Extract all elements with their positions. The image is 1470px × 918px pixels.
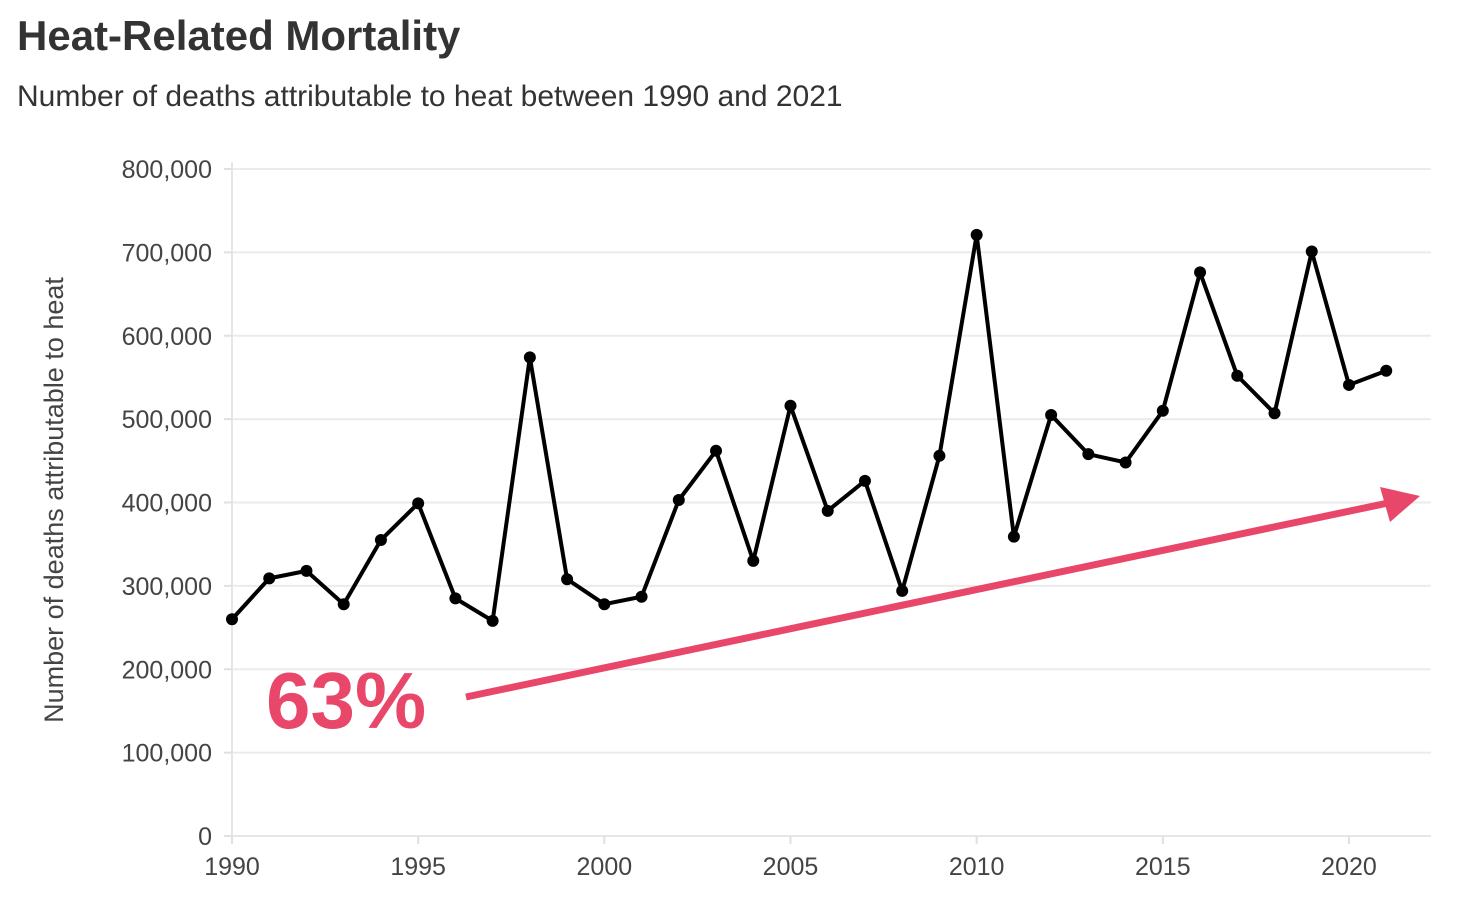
data-point xyxy=(1119,456,1132,469)
x-tick-label: 1995 xyxy=(390,853,446,881)
data-point xyxy=(672,493,685,506)
data-point xyxy=(1156,404,1169,417)
gridlines xyxy=(232,168,1431,837)
data-point xyxy=(933,449,946,462)
y-tick-label: 200,000 xyxy=(122,656,212,684)
y-axis-ticks: 0 100,000 200,000 300,000 400,000 500,000 600,… xyxy=(122,156,232,851)
data-point xyxy=(337,598,350,611)
data-point xyxy=(1342,378,1355,391)
data-point xyxy=(1082,448,1095,461)
trend-arrow-head xyxy=(1380,487,1420,522)
data-point xyxy=(598,598,611,611)
x-tick-label: 1990 xyxy=(204,853,260,881)
data-point xyxy=(1268,407,1281,420)
data-point xyxy=(523,351,536,364)
y-tick-label: 0 xyxy=(198,823,212,851)
y-tick-label: 700,000 xyxy=(122,239,212,267)
axes xyxy=(231,162,1431,837)
y-tick-label: 800,000 xyxy=(122,156,212,184)
data-point xyxy=(1045,408,1058,421)
chart-subtitle: Number of deaths attributable to heat be… xyxy=(17,80,843,113)
data-point xyxy=(784,399,797,412)
data-point xyxy=(1231,369,1244,382)
data-point xyxy=(747,554,760,567)
x-axis-ticks: 1990 1995 2000 2005 2010 2015 2020 xyxy=(204,836,1377,881)
data-point xyxy=(449,592,462,605)
data-point xyxy=(821,504,834,517)
annotation-label: 63% xyxy=(266,656,426,745)
x-tick-label: 2015 xyxy=(1135,853,1191,881)
chart-title: Heat-Related Mortality xyxy=(17,12,461,59)
data-point xyxy=(1305,245,1318,258)
y-tick-label: 100,000 xyxy=(122,740,212,768)
data-point xyxy=(635,590,648,603)
data-point xyxy=(970,228,983,241)
data-point xyxy=(1007,530,1020,543)
data-point xyxy=(858,474,871,487)
data-point xyxy=(896,584,909,597)
data-point xyxy=(561,573,574,586)
series-line xyxy=(230,232,1387,623)
x-tick-label: 2010 xyxy=(949,853,1005,881)
data-point xyxy=(1380,364,1393,377)
data-point xyxy=(374,534,387,547)
data-point xyxy=(226,613,238,626)
y-tick-label: 300,000 xyxy=(122,573,212,601)
data-point xyxy=(486,614,499,627)
y-tick-label: 600,000 xyxy=(122,323,212,351)
series xyxy=(226,228,1393,627)
data-point xyxy=(412,497,425,510)
y-axis-label: Number of deaths attributable to heat xyxy=(39,277,69,723)
trend-annotation xyxy=(465,487,1420,701)
x-tick-label: 2020 xyxy=(1321,853,1377,881)
x-tick-label: 2000 xyxy=(577,853,633,881)
data-point xyxy=(300,564,313,577)
data-point xyxy=(710,444,723,457)
y-tick-label: 400,000 xyxy=(122,490,212,518)
data-point xyxy=(1194,266,1207,279)
trend-arrow-line xyxy=(465,499,1389,701)
y-tick-label: 500,000 xyxy=(122,406,212,434)
x-tick-label: 2005 xyxy=(763,853,819,881)
data-point xyxy=(263,572,276,585)
